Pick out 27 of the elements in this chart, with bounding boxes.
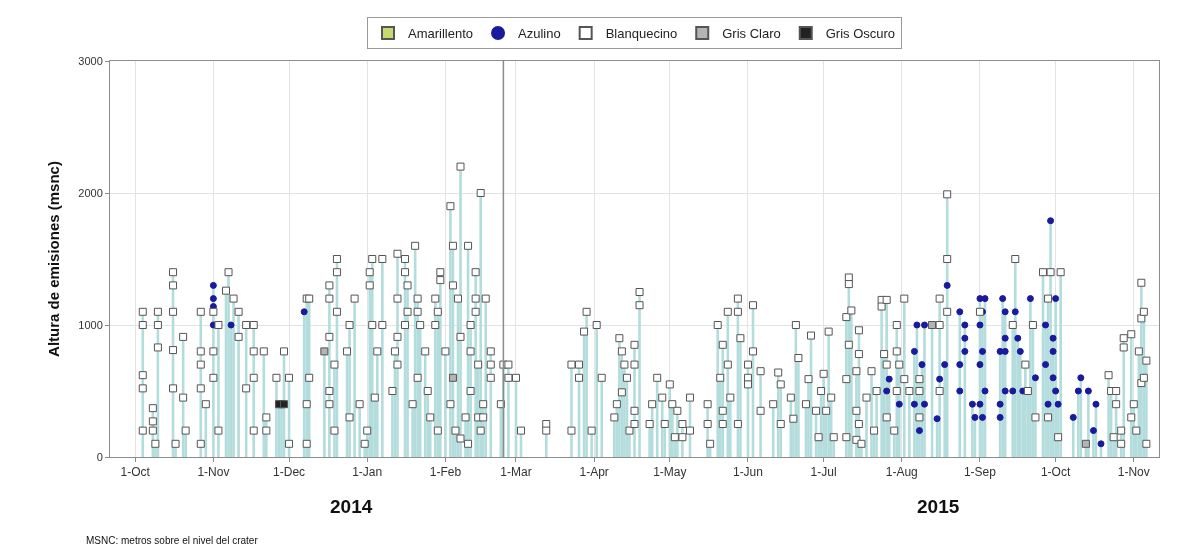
y-tick-label: 3000 [78, 54, 103, 67]
x-tick-label: 1-Dec [273, 465, 306, 480]
legend-label: Blanquecino [605, 26, 678, 42]
text: 2015 [917, 496, 960, 517]
x-tick-label: 1-Nov [1117, 465, 1150, 480]
x-tick-label: 1-Jun [732, 465, 763, 480]
y-axis-title: Altura de emisiones (msnc) [44, 161, 62, 357]
x-tick-label: 1-Jul [810, 465, 837, 480]
y-tick-label: 0 [96, 450, 103, 463]
legend-label: Gris Claro [722, 26, 781, 42]
x-tick-label: 1-Feb [429, 465, 462, 480]
x-tick-label: 1-Nov [197, 465, 230, 480]
x-tick-label: 1-Jan [352, 465, 383, 480]
legend-label: Azulino [518, 26, 561, 42]
text: MSNC: metros sobre el nivel del crater [86, 535, 259, 546]
x-tick-label: 1-Aug [885, 465, 918, 480]
x-tick-label: 1-Mar [500, 465, 532, 480]
y-tick-label: 2000 [78, 186, 103, 199]
x-tick-label: 1-Sep [963, 465, 997, 480]
x-tick-label: 1-Oct [1040, 465, 1071, 480]
legend-label: Gris Oscuro [825, 26, 896, 42]
x-tick-label: 1-Oct [120, 465, 151, 480]
x-tick-label: 1-Apr [579, 465, 609, 480]
text: 2014 [330, 496, 373, 517]
y-tick-label: 1000 [78, 318, 103, 331]
legend-label: Amarillento [408, 26, 474, 42]
x-tick-label: 1-May [653, 465, 687, 480]
